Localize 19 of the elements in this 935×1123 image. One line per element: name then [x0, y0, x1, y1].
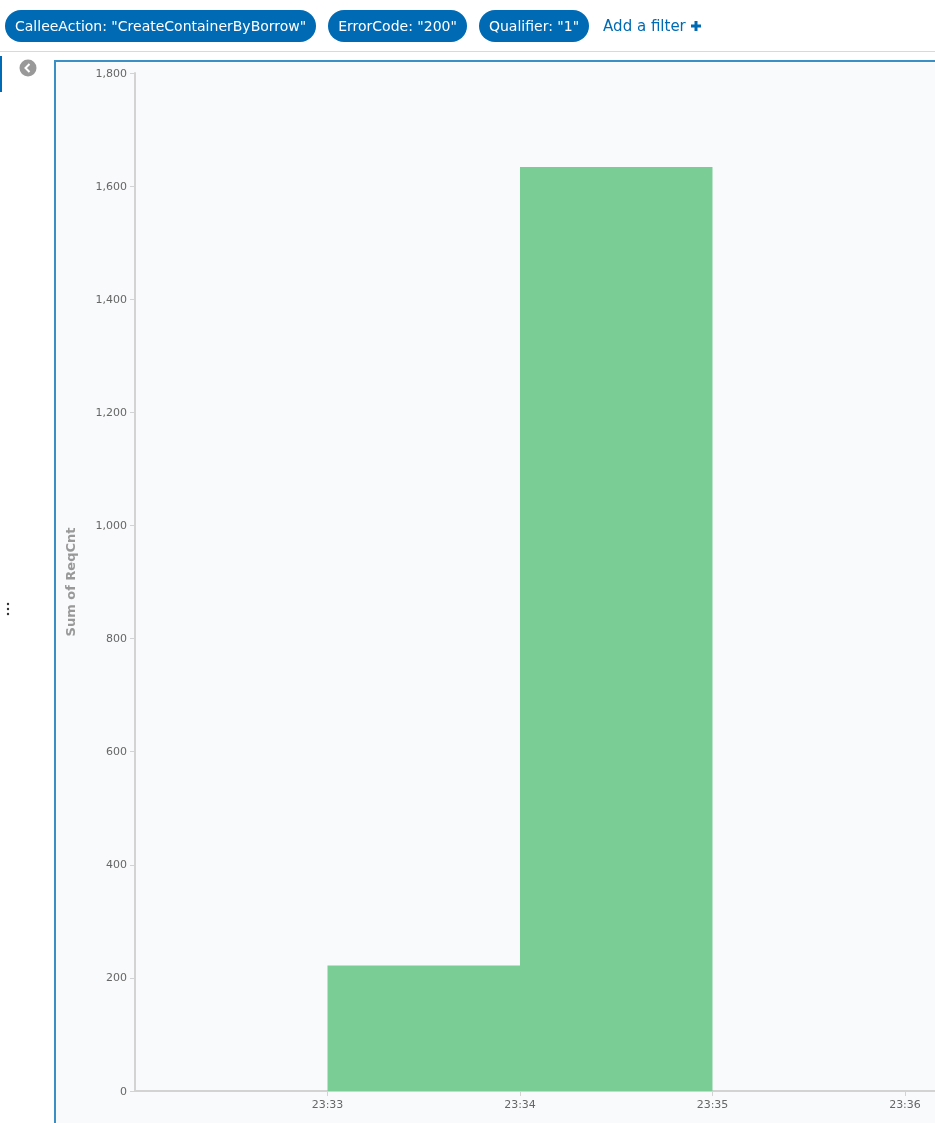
text: ErrorCode: "200" — [328, 9, 467, 42]
y-tick-label: 200 — [106, 971, 127, 985]
y-axis-title: Sum of ReqCnt — [63, 527, 78, 637]
x-tick-label: 23:36 — [889, 1098, 921, 1111]
y-tick-label: 800 — [106, 632, 127, 646]
y-tick-label: 0 — [120, 1084, 127, 1098]
x-tick-label: 23:35 — [696, 1098, 729, 1111]
y-tick-label: 400 — [106, 858, 127, 872]
y-tick-label: 1,800 — [95, 66, 127, 80]
text: Qualifier: "1" — [478, 9, 590, 42]
y-tick-label: 1,600 — [95, 179, 127, 193]
y-tick-label: 600 — [106, 745, 127, 759]
y-tick-label: 1,200 — [95, 405, 127, 419]
x-tick-label: 23:34 — [504, 1098, 536, 1111]
x-tick-label: 23:33 — [311, 1098, 344, 1111]
text: CalleeAction: "CreateContainerByBorrow" — [5, 9, 317, 42]
text: Add a filter — [603, 16, 686, 35]
y-tick-label: 1,400 — [95, 292, 127, 306]
y-tick-label: 1,000 — [95, 518, 127, 532]
